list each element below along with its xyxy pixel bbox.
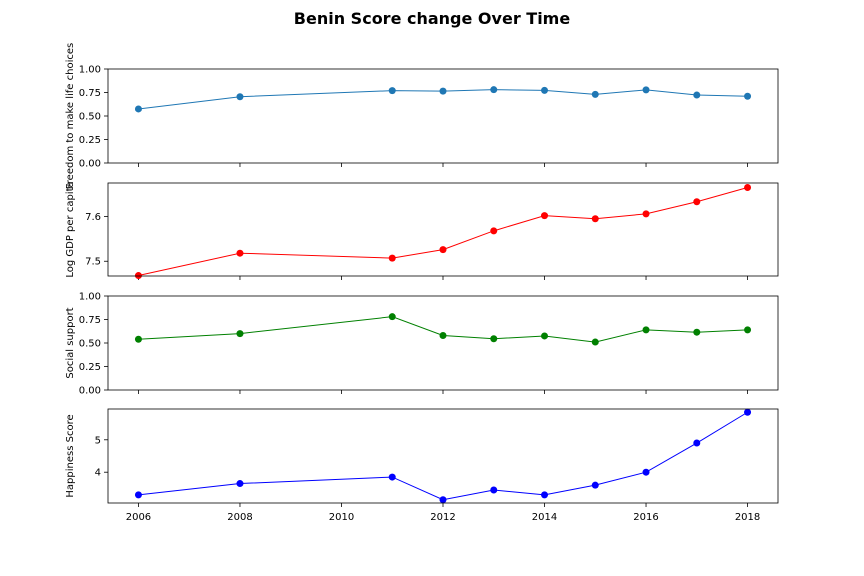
data-point <box>236 480 244 488</box>
x-tick-label: 2006 <box>126 512 151 523</box>
data-point <box>388 87 396 95</box>
data-point <box>591 215 599 223</box>
series-line <box>138 411 748 501</box>
y-axis-label: Freedom to make life choices <box>65 43 76 189</box>
data-point <box>490 486 498 494</box>
data-point <box>541 491 549 499</box>
y-tick-label: 7.5 <box>85 257 101 268</box>
data-point <box>693 91 701 99</box>
data-point <box>134 272 142 280</box>
axes-frame <box>107 182 779 277</box>
y-axis-label: Social support <box>65 307 76 378</box>
data-point <box>490 335 498 343</box>
y-tick-label: 0.50 <box>79 339 101 350</box>
data-point <box>541 212 549 220</box>
data-point <box>541 332 549 340</box>
data-point <box>744 183 752 191</box>
data-point <box>490 86 498 94</box>
data-point <box>541 86 549 94</box>
y-tick-label: 0.75 <box>79 315 101 326</box>
y-tick-label: 1.00 <box>79 65 101 76</box>
axes-frame <box>107 68 779 164</box>
data-point <box>642 468 650 476</box>
data-point <box>388 313 396 321</box>
x-tick-label: 2018 <box>735 512 760 523</box>
data-point <box>591 481 599 489</box>
data-point <box>642 86 650 94</box>
y-tick-label: 1.00 <box>79 292 101 303</box>
data-point <box>134 105 142 113</box>
y-tick-label: 0.75 <box>79 88 101 99</box>
data-point <box>490 227 498 235</box>
chart-title: Benin Score change Over Time <box>294 9 571 28</box>
data-point <box>591 90 599 98</box>
y-axis-label: Happiness Score <box>65 414 76 497</box>
x-tick-label: 2014 <box>532 512 557 523</box>
data-point <box>744 92 752 100</box>
data-point <box>236 93 244 101</box>
data-point <box>439 496 447 504</box>
y-tick-label: 5 <box>95 435 101 446</box>
data-point <box>744 408 752 416</box>
data-point <box>642 210 650 218</box>
data-point <box>744 326 752 334</box>
data-point <box>236 249 244 257</box>
data-point <box>693 198 701 206</box>
subplot-2: 7.5 7.6 Log GDP per capita <box>65 181 779 280</box>
data-point <box>236 330 244 338</box>
subplot-4: 4 5 2006 2008 2010 2012 2014 2016 2018 Happiness … <box>65 408 779 523</box>
y-tick-label: 0.25 <box>79 135 101 146</box>
data-point <box>439 87 447 95</box>
y-tick-label: 7.6 <box>85 212 101 223</box>
data-point <box>134 335 142 343</box>
data-point <box>388 473 396 481</box>
data-point <box>693 439 701 447</box>
data-point <box>591 338 599 346</box>
series-line <box>138 89 748 110</box>
x-tick-label: 2016 <box>633 512 658 523</box>
y-axis-label: Log GDP per capita <box>65 181 76 277</box>
data-point <box>642 326 650 334</box>
x-tick-label: 2010 <box>329 512 354 523</box>
axes-frame <box>107 408 779 504</box>
data-point <box>693 328 701 336</box>
y-tick-label: 0.50 <box>79 112 101 123</box>
data-point <box>388 254 396 262</box>
data-point <box>439 331 447 339</box>
data-point <box>134 491 142 499</box>
y-tick-label: 0.00 <box>79 386 101 397</box>
y-tick-label: 0.00 <box>79 159 101 170</box>
data-point <box>439 246 447 254</box>
x-tick-label: 2008 <box>227 512 252 523</box>
y-tick-label: 4 <box>95 468 101 479</box>
x-tick-label: 2012 <box>430 512 455 523</box>
series-line <box>138 316 748 343</box>
y-tick-label: 0.25 <box>79 362 101 373</box>
series-line <box>138 186 748 277</box>
axes-frame <box>107 295 779 391</box>
